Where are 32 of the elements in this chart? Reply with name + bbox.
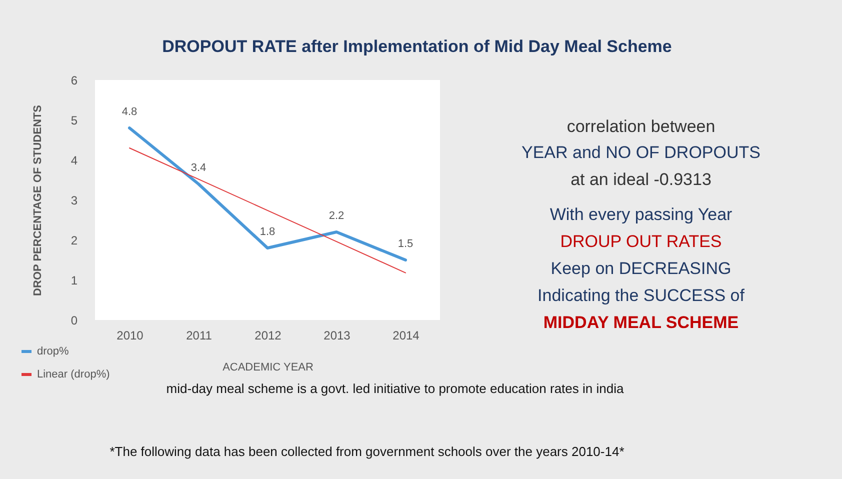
data-label: 3.4 bbox=[190, 162, 206, 174]
data-label: 1.8 bbox=[260, 226, 276, 238]
y-tick-label: 3 bbox=[70, 194, 78, 208]
x-tick-label: 2011 bbox=[186, 328, 212, 342]
text: at an ideal -0.9313 bbox=[570, 170, 712, 189]
y-tick-label: 0 bbox=[70, 314, 78, 328]
data-label: 1.5 bbox=[398, 238, 414, 250]
text: DROUP OUT RATES bbox=[560, 232, 722, 251]
x-tick-label: 2012 bbox=[254, 328, 282, 342]
text: *The following data has been collected from government schools over the years 2010-14* bbox=[110, 444, 624, 459]
x-tick-label: 2013 bbox=[324, 328, 351, 342]
y-tick-label: 4 bbox=[70, 154, 78, 168]
y-tick-label: 6 bbox=[70, 74, 78, 88]
y-axis-title: DROP PERCENTAGE OF STUDENTS bbox=[32, 105, 44, 296]
text: Indicating the SUCCESS of bbox=[538, 286, 745, 305]
y-tick-label: 1 bbox=[70, 274, 78, 288]
text: Keep on DECREASING bbox=[550, 259, 732, 278]
text: YEAR and NO OF DROPOUTS bbox=[522, 143, 760, 162]
chart-title: DROPOUT RATE after Implementation of Mid Day Meal Scheme bbox=[162, 37, 672, 56]
data-label: 4.8 bbox=[122, 106, 138, 118]
y-tick-label: 5 bbox=[70, 114, 78, 128]
text: mid-day meal scheme is a govt. led initiative to promote education rates in india bbox=[166, 381, 624, 396]
y-tick-label: 2 bbox=[70, 234, 78, 248]
x-tick-label: 2014 bbox=[392, 328, 420, 342]
legend-label: drop% bbox=[37, 346, 70, 358]
x-axis-title: ACADEMIC YEAR bbox=[222, 362, 314, 374]
text: With every passing Year bbox=[550, 205, 733, 224]
data-label: 2.2 bbox=[328, 210, 344, 222]
text: correlation between bbox=[566, 117, 716, 136]
legend-label: Linear (drop%) bbox=[37, 368, 110, 380]
text: MIDDAY MEAL SCHEME bbox=[543, 313, 739, 332]
x-tick-label: 2010 bbox=[116, 328, 144, 342]
